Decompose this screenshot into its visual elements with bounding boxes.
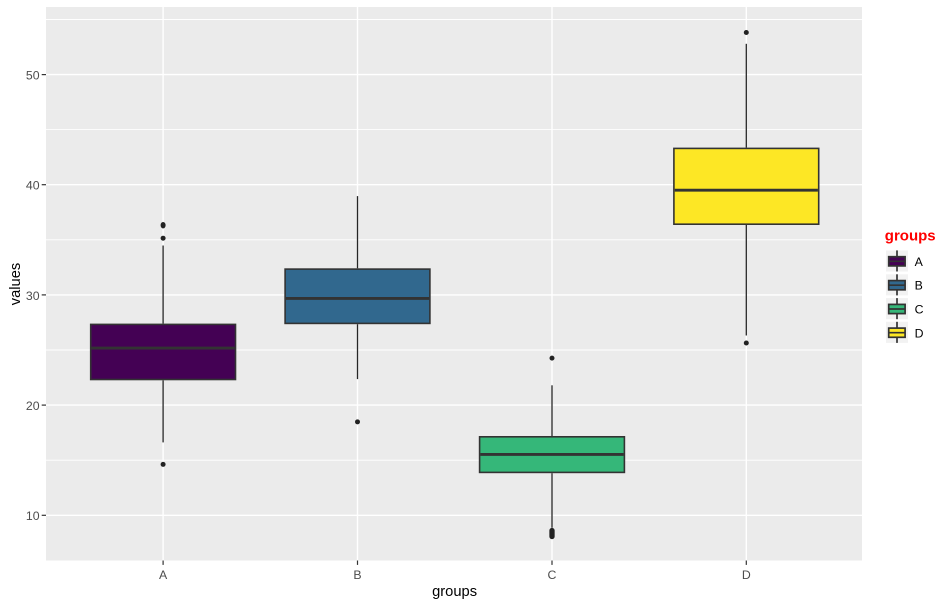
svg-text:D: D — [742, 568, 751, 582]
svg-text:groups: groups — [432, 584, 477, 600]
svg-text:groups: groups — [885, 227, 936, 244]
svg-text:B: B — [353, 568, 361, 582]
svg-text:50: 50 — [26, 69, 40, 83]
svg-text:40: 40 — [26, 179, 40, 193]
svg-text:D: D — [915, 326, 924, 340]
svg-text:C: C — [915, 303, 924, 317]
svg-text:10: 10 — [26, 509, 40, 523]
svg-text:20: 20 — [26, 399, 40, 413]
svg-text:A: A — [159, 568, 168, 582]
svg-text:30: 30 — [26, 289, 40, 303]
svg-text:A: A — [915, 255, 924, 269]
svg-text:B: B — [915, 279, 923, 293]
svg-text:values: values — [8, 263, 24, 305]
svg-text:C: C — [548, 568, 557, 582]
